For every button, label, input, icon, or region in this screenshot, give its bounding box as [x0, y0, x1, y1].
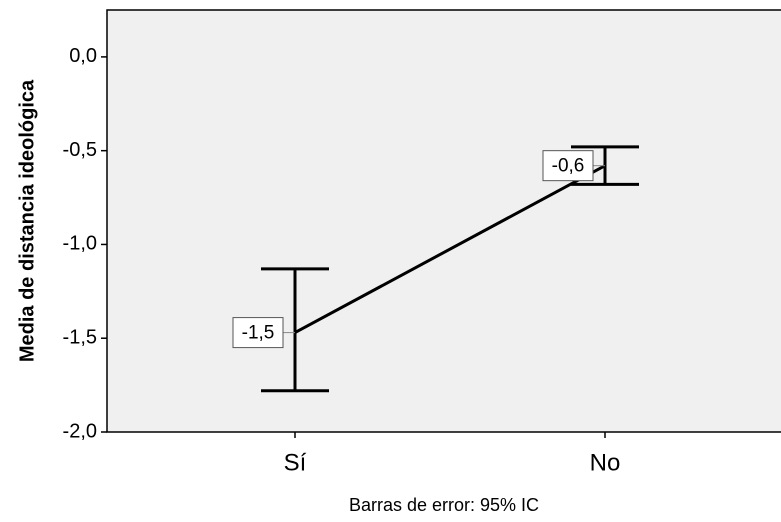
x-tick-label: No: [590, 449, 621, 476]
y-axis-title: Media de distancia ideológica: [16, 79, 38, 362]
y-tick-label: 0,0: [69, 45, 97, 67]
x-tick-label: Sí: [284, 449, 307, 476]
label-box: [542, 150, 594, 182]
plot-area: [106, 9, 781, 433]
y-tick-label: -1,0: [63, 233, 97, 255]
label-box: [232, 317, 284, 349]
y-tick-label: -1,5: [63, 327, 97, 349]
x-axis-title: Barras de error: 95% IC: [349, 495, 539, 515]
line: [294, 164, 606, 334]
y-tick-label: -0,5: [63, 139, 97, 161]
error-bar: [261, 267, 329, 393]
value-label: -0,6: [552, 156, 585, 177]
value-label: -1,5: [242, 323, 275, 344]
y-tick-label: -2,0: [63, 420, 97, 442]
